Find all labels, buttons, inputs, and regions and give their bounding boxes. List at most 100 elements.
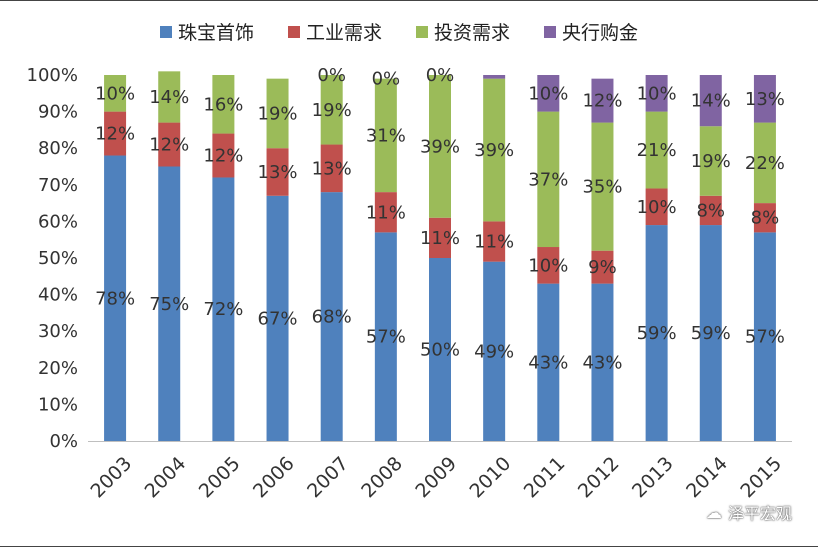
data-label: 10% [95, 83, 135, 104]
data-label: 12% [95, 124, 135, 145]
y-tick-label: 40% [38, 285, 78, 306]
x-tick-label: 2005 [195, 453, 245, 503]
data-label: 0% [426, 65, 455, 86]
watermark-text: 泽平宏观 [727, 504, 792, 523]
x-tick-label: 2003 [86, 453, 136, 503]
data-label: 11% [474, 232, 514, 253]
top-border [0, 0, 818, 1]
data-label: 12% [582, 91, 622, 112]
bar-segment [158, 166, 181, 441]
legend-label-industrial: 工业需求 [306, 22, 383, 44]
data-label: 31% [366, 125, 406, 146]
data-label: 57% [745, 327, 785, 348]
bar-segment [320, 144, 343, 193]
legend-item-industrial: 工业需求 [288, 18, 382, 45]
legend-swatch-industrial [288, 25, 301, 38]
bar-segment [753, 122, 776, 204]
data-label: 16% [203, 94, 243, 115]
y-tick-label: 50% [38, 248, 78, 269]
bar-segment [212, 177, 235, 442]
legend-swatch-jewelry [160, 25, 172, 38]
bar-segment [591, 250, 614, 284]
y-tick-label: 60% [38, 211, 78, 232]
bar-segment [591, 122, 614, 251]
data-label: 8% [751, 208, 780, 229]
data-label: 11% [420, 228, 460, 249]
data-label: 78% [95, 288, 135, 309]
data-label: 35% [582, 177, 622, 198]
bar-segment [104, 111, 127, 156]
bar-segment [266, 195, 289, 441]
legend-item-central-bank: 央行购金 [544, 18, 638, 45]
legend-swatch-central-bank [544, 25, 557, 38]
data-label: 19% [258, 103, 298, 124]
data-label: 14% [149, 87, 189, 108]
data-label: 13% [745, 89, 785, 110]
bar-segment [699, 225, 722, 441]
data-label: 12% [203, 146, 243, 167]
bar-segment [591, 283, 614, 441]
bar-segment [591, 78, 614, 123]
data-label: 12% [149, 135, 189, 156]
y-tick-label: 0% [49, 431, 78, 452]
data-label: 0% [372, 69, 401, 90]
bar-segment [320, 75, 343, 145]
legend-item-jewelry: 珠宝首饰 [160, 18, 254, 45]
x-tick-label: 2004 [141, 453, 191, 503]
y-tick-label: 80% [38, 138, 78, 159]
x-tick-label: 2011 [520, 453, 570, 503]
bar-segment [158, 71, 181, 123]
bar-segment [753, 75, 776, 123]
legend: 珠宝首饰 工业需求 投资需求 央行购金 [160, 18, 638, 45]
bar-segment [645, 111, 668, 189]
data-label: 21% [637, 140, 677, 161]
data-label: 19% [691, 151, 731, 172]
data-label: 39% [420, 136, 460, 157]
bar-segment [753, 203, 776, 233]
bar-segment [266, 148, 289, 196]
data-label: 67% [258, 308, 298, 329]
y-tick-label: 100% [27, 65, 78, 86]
bar-segment [104, 155, 127, 441]
data-label: 68% [312, 307, 352, 328]
y-tick-label: 10% [38, 394, 78, 415]
bar-segment [537, 283, 560, 441]
data-label: 49% [474, 341, 514, 362]
legend-item-investment: 投资需求 [416, 18, 510, 45]
data-label: 59% [637, 323, 677, 344]
bar-segment [212, 75, 235, 134]
bar-segment [429, 258, 451, 441]
bar-segment [699, 195, 722, 226]
bar-segment [537, 247, 560, 284]
data-label: 72% [203, 299, 243, 320]
x-tick-label: 2009 [411, 453, 461, 503]
legend-label-investment: 投资需求 [434, 22, 511, 44]
data-label: 8% [696, 200, 725, 221]
bar-segment [212, 133, 235, 178]
y-tick-label: 30% [38, 321, 78, 342]
x-tick-label: 2012 [574, 453, 624, 503]
bottom-border [0, 546, 818, 547]
y-tick-label: 70% [38, 175, 78, 196]
bar-segment [645, 225, 668, 441]
data-label: 37% [528, 169, 568, 190]
x-tick-label: 2008 [357, 453, 407, 503]
bar-segment [645, 75, 668, 112]
bar-segment [429, 217, 451, 258]
bar-segment [483, 221, 506, 262]
data-label: 43% [582, 352, 622, 373]
data-label: 10% [528, 255, 568, 276]
data-label: 59% [691, 323, 731, 344]
bar-segment [699, 75, 722, 127]
bar-segment [429, 75, 451, 218]
y-tick-label: 90% [38, 102, 78, 123]
data-label: 22% [745, 153, 785, 174]
data-label: 10% [528, 83, 568, 104]
data-label: 11% [366, 202, 406, 223]
data-label: 10% [637, 197, 677, 218]
bar-segment [537, 111, 560, 248]
bar-segment [374, 192, 397, 233]
data-label: 19% [312, 100, 352, 121]
wechat-icon: ☁ [705, 502, 722, 522]
